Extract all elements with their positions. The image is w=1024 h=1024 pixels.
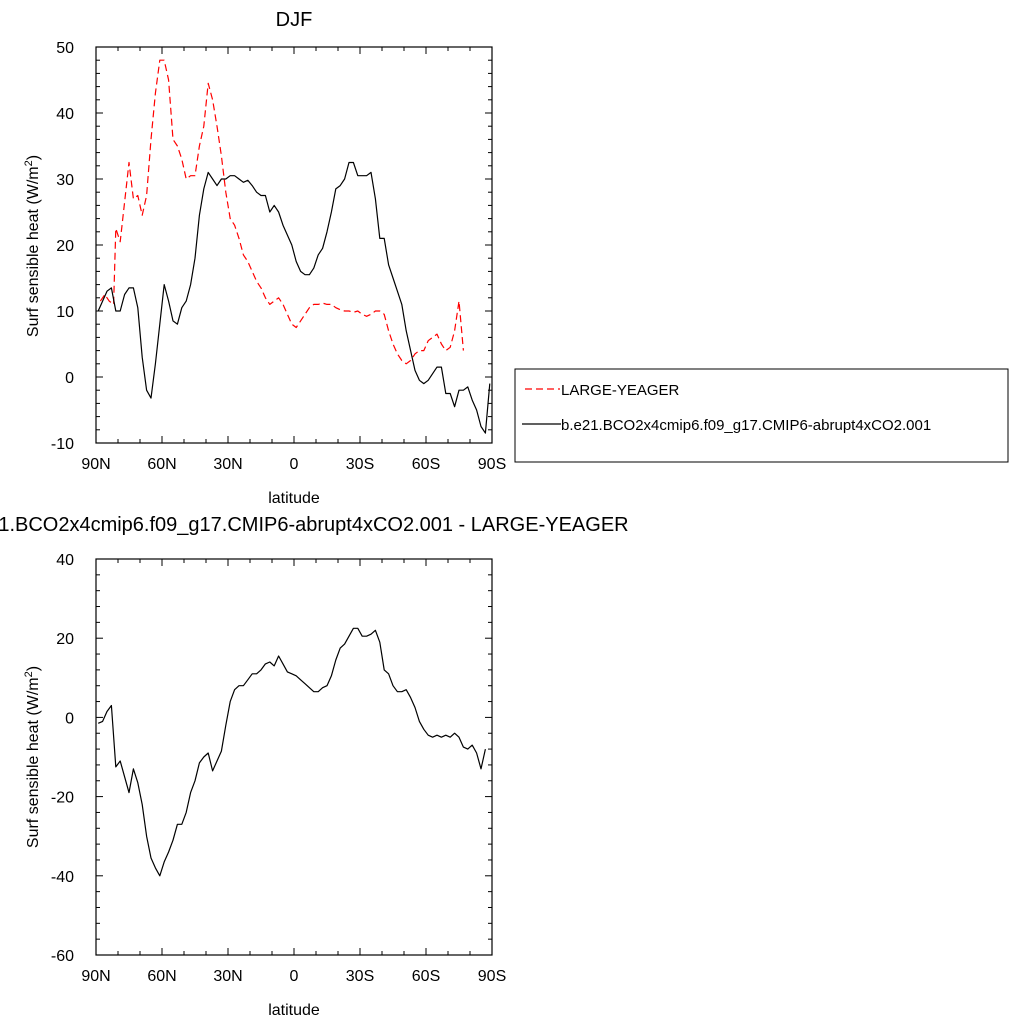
top-y-axis-title-main: Surf sensible heat (W/m (25, 166, 42, 337)
top-x-axis-title: latitude (268, 490, 320, 507)
top-y-tick-label: 0 (65, 370, 74, 387)
top-x-tick-label: 90S (478, 456, 506, 473)
legend-label-abrupt4xco2: b.e21.BCO2x4cmip6.f09_g17.CMIP6-abrupt4x… (561, 417, 931, 434)
top-x-tick-label: 30S (346, 456, 374, 473)
bottom-x-axis-title: latitude (268, 1002, 320, 1019)
svg-text:Surf sensible heat (W/m2): Surf sensible heat (W/m2) (23, 666, 42, 848)
bottom-chart-panel: b.e21.BCO2x4cmip6.f09_g17.CMIP6-abrupt4x… (0, 514, 629, 1019)
bottom-y-axis-title-main: Surf sensible heat (W/m (25, 677, 42, 848)
bottom-y-tick-label: -40 (51, 869, 74, 886)
bottom-y-tick-label: 0 (65, 710, 74, 727)
bottom-x-tick-label: 90N (81, 968, 110, 985)
bottom-x-tick-label: 60N (147, 968, 176, 985)
top-plot-frame (95, 46, 493, 444)
bottom-y-tick-label: -60 (51, 948, 74, 965)
bottom-y-tick-label: 20 (56, 631, 74, 648)
top-series-line-0 (99, 59, 464, 365)
top-y-tick-label: 10 (56, 304, 74, 321)
bottom-x-tick-label: 30S (346, 968, 374, 985)
top-y-tick-label: 20 (56, 238, 74, 255)
top-y-axis-title: Surf sensible heat (W/m2) (23, 155, 42, 337)
bottom-y-axis-title-close: ) (25, 666, 42, 671)
bottom-x-tick-label: 30N (213, 968, 242, 985)
top-series-line-1 (97, 161, 491, 434)
top-x-tick-label: 0 (290, 456, 299, 473)
legend-box (514, 368, 1009, 463)
bottom-x-tick-label: 0 (290, 968, 299, 985)
top-x-tick-label: 90N (81, 456, 110, 473)
top-x-tick-label: 60N (147, 456, 176, 473)
bottom-plot-frame (95, 558, 493, 956)
bottom-series-line-0 (97, 627, 486, 877)
legend: LARGE-YEAGER b.e21.BCO2x4cmip6.f09_g17.C… (514, 368, 1009, 463)
bottom-x-tick-label: 60S (412, 968, 440, 985)
legend-label-large-yeager: LARGE-YEAGER (561, 382, 680, 399)
top-chart-title: DJF (276, 9, 313, 31)
top-x-tick-label: 30N (213, 456, 242, 473)
svg-text:Surf sensible heat (W/m2): Surf sensible heat (W/m2) (23, 155, 42, 337)
bottom-y-tick-label: -20 (51, 790, 74, 807)
top-y-tick-label: 50 (56, 40, 74, 57)
top-y-axis-title-sup: 2 (23, 160, 35, 166)
bottom-x-tick-label: 90S (478, 968, 506, 985)
top-y-tick-label: -10 (51, 436, 74, 453)
top-y-axis-title-close: ) (25, 155, 42, 160)
bottom-chart-title: b.e21.BCO2x4cmip6.f09_g17.CMIP6-abrupt4x… (0, 514, 629, 536)
bottom-y-tick-label: 40 (56, 552, 74, 569)
top-chart-panel: DJF Surf sensible heat (W/m2) latitude 9… (23, 9, 506, 507)
top-y-tick-label: 30 (56, 172, 74, 189)
bottom-y-axis-title-sup: 2 (23, 671, 35, 677)
top-y-tick-label: 40 (56, 106, 74, 123)
bottom-y-axis-title: Surf sensible heat (W/m2) (23, 666, 42, 848)
top-x-tick-label: 60S (412, 456, 440, 473)
